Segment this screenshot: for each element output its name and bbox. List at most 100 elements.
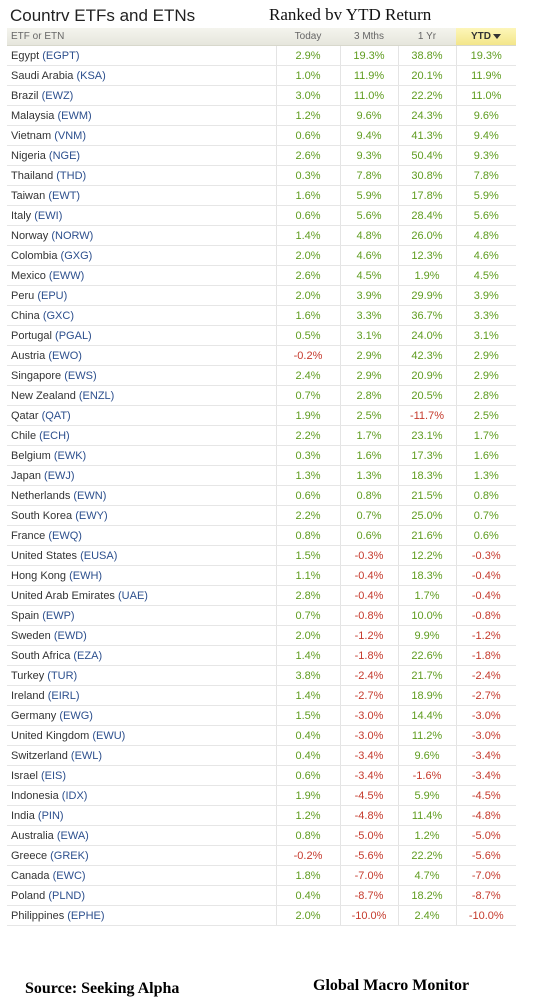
cell-1yr: 41.3% (398, 125, 457, 146)
ticker-link[interactable]: (EWW) (48, 269, 85, 282)
ticker-link[interactable]: (EWU) (92, 729, 126, 742)
cell-etf-name: Philippines (EPHE) (7, 905, 277, 926)
ticker-link[interactable]: (EWI) (34, 209, 63, 222)
ticker-link[interactable]: (EWT) (48, 189, 81, 202)
ticker-link[interactable]: (THD) (56, 169, 87, 182)
country-name: Saudi Arabia (11, 69, 74, 82)
table-row: India (PIN) 1.2% -4.8% 11.4% -4.8% (7, 805, 516, 826)
ticker-link[interactable]: (EWP) (42, 609, 75, 622)
cell-3mths: 9.4% (340, 125, 399, 146)
ticker-link[interactable]: (ENZL) (78, 389, 115, 402)
table-row: Taiwan (EWT) 1.6% 5.9% 17.8% 5.9% (7, 185, 516, 206)
column-header-3mths[interactable]: 3 Mths (340, 28, 398, 46)
ticker-link[interactable]: (EWG) (59, 709, 93, 722)
cell-3mths: 2.9% (340, 345, 399, 366)
ticker-link[interactable]: (EWC) (52, 869, 86, 882)
column-header-today[interactable]: Today (276, 28, 340, 46)
ticker-link[interactable]: (EPU) (37, 289, 68, 302)
brand-caption: Global Macro Monitor (313, 977, 470, 994)
ticker-link[interactable]: (EWN) (73, 489, 107, 502)
table-row: Japan (EWJ) 1.3% 1.3% 18.3% 1.3% (7, 465, 516, 486)
cell-3mths: -4.8% (340, 805, 399, 826)
country-name: Colombia (11, 249, 58, 262)
ticker-link[interactable]: (EWA) (56, 829, 89, 842)
cell-ytd: -1.2% (456, 625, 516, 646)
ticker-link[interactable]: (PGAL) (55, 329, 92, 342)
ticker-link[interactable]: (EWJ) (44, 469, 75, 482)
source-caption: Source: Seeking Alpha (25, 980, 180, 997)
country-name: New Zealand (11, 389, 76, 402)
table-row: Israel (EIS) 0.6% -3.4% -1.6% -3.4% (7, 765, 516, 786)
ticker-link[interactable]: (EWL) (70, 749, 103, 762)
ticker-link[interactable]: (EWH) (69, 569, 103, 582)
cell-3mths: -3.4% (340, 745, 399, 766)
ticker-link[interactable]: (EPHE) (67, 909, 105, 922)
ticker-link[interactable]: (PIN) (37, 809, 64, 822)
cell-3mths: 4.8% (340, 225, 399, 246)
ticker-link[interactable]: (IDX) (61, 789, 88, 802)
cell-etf-name: Mexico (EWW) (7, 265, 277, 286)
cell-etf-name: Japan (EWJ) (7, 465, 277, 486)
ticker-link[interactable]: (GREK) (50, 849, 89, 862)
cell-today: 1.1% (276, 565, 341, 586)
cell-3mths: -10.0% (340, 905, 399, 926)
cell-etf-name: Poland (PLND) (7, 885, 277, 906)
cell-today: 0.6% (276, 205, 341, 226)
cell-ytd: 9.3% (456, 145, 516, 166)
cell-today: 3.8% (276, 665, 341, 686)
cell-1yr: 25.0% (398, 505, 457, 526)
table-row: Mexico (EWW) 2.6% 4.5% 1.9% 4.5% (7, 265, 516, 286)
ticker-link[interactable]: (GXC) (42, 309, 74, 322)
ticker-link[interactable]: (TUR) (47, 669, 78, 682)
cell-ytd: 4.8% (456, 225, 516, 246)
cell-1yr: 2.4% (398, 905, 457, 926)
ticker-link[interactable]: (EWD) (53, 629, 87, 642)
country-name: Switzerland (11, 749, 68, 762)
ticker-link[interactable]: (EZA) (73, 649, 103, 662)
ticker-link[interactable]: (EWQ) (48, 529, 82, 542)
ticker-link[interactable]: (EWS) (64, 369, 97, 382)
ticker-link[interactable]: (EUSA) (80, 549, 118, 562)
cell-3mths: -8.7% (340, 885, 399, 906)
cell-today: 0.4% (276, 885, 341, 906)
ticker-link[interactable]: (KSA) (76, 69, 106, 82)
cell-today: 0.6% (276, 765, 341, 786)
country-name: United States (11, 549, 78, 562)
ticker-link[interactable]: (GXG) (60, 249, 93, 262)
cell-etf-name: Hong Kong (EWH) (7, 565, 277, 586)
ticker-link[interactable]: (EWM) (57, 109, 92, 122)
cell-1yr: 24.3% (398, 105, 457, 126)
table-row: Germany (EWG) 1.5% -3.0% 14.4% -3.0% (7, 705, 516, 726)
country-name: Ireland (11, 689, 45, 702)
ticker-link[interactable]: (PLND) (48, 889, 85, 902)
ticker-link[interactable]: (QAT) (41, 409, 71, 422)
country-name: Vietnam (11, 129, 52, 142)
country-name: Brazil (11, 89, 39, 102)
ticker-link[interactable]: (EWY) (75, 509, 108, 522)
cell-today: 0.8% (276, 825, 341, 846)
column-header-1yr[interactable]: 1 Yr (398, 28, 456, 46)
ticker-link[interactable]: (EIS) (40, 769, 67, 782)
ticker-link[interactable]: (NGE) (48, 149, 81, 162)
cell-today: 1.4% (276, 685, 341, 706)
ticker-link[interactable]: (UAE) (118, 589, 148, 602)
column-header-etf[interactable]: ETF or ETN (7, 28, 276, 46)
cell-etf-name: Malaysia (EWM) (7, 105, 277, 126)
ticker-link[interactable]: (ECH) (39, 429, 70, 442)
cell-1yr: -11.7% (398, 405, 457, 426)
cell-1yr: 23.1% (398, 425, 457, 446)
table-row: Qatar (QAT) 1.9% 2.5% -11.7% 2.5% (7, 405, 516, 426)
cell-etf-name: Nigeria (NGE) (7, 145, 277, 166)
ticker-link[interactable]: (NORW) (51, 229, 94, 242)
ticker-link[interactable]: (EGPT) (42, 49, 80, 62)
ticker-link[interactable]: (EWZ) (41, 89, 74, 102)
ticker-link[interactable]: (EWO) (48, 349, 82, 362)
cell-3mths: -1.2% (340, 625, 399, 646)
ticker-link[interactable]: (VNM) (54, 129, 86, 142)
cell-today: 2.6% (276, 265, 341, 286)
cell-today: 2.0% (276, 285, 341, 306)
ticker-link[interactable]: (EWK) (53, 449, 87, 462)
cell-today: 2.8% (276, 585, 341, 606)
ticker-link[interactable]: (EIRL) (47, 689, 80, 702)
column-header-ytd[interactable]: YTD (456, 28, 516, 46)
